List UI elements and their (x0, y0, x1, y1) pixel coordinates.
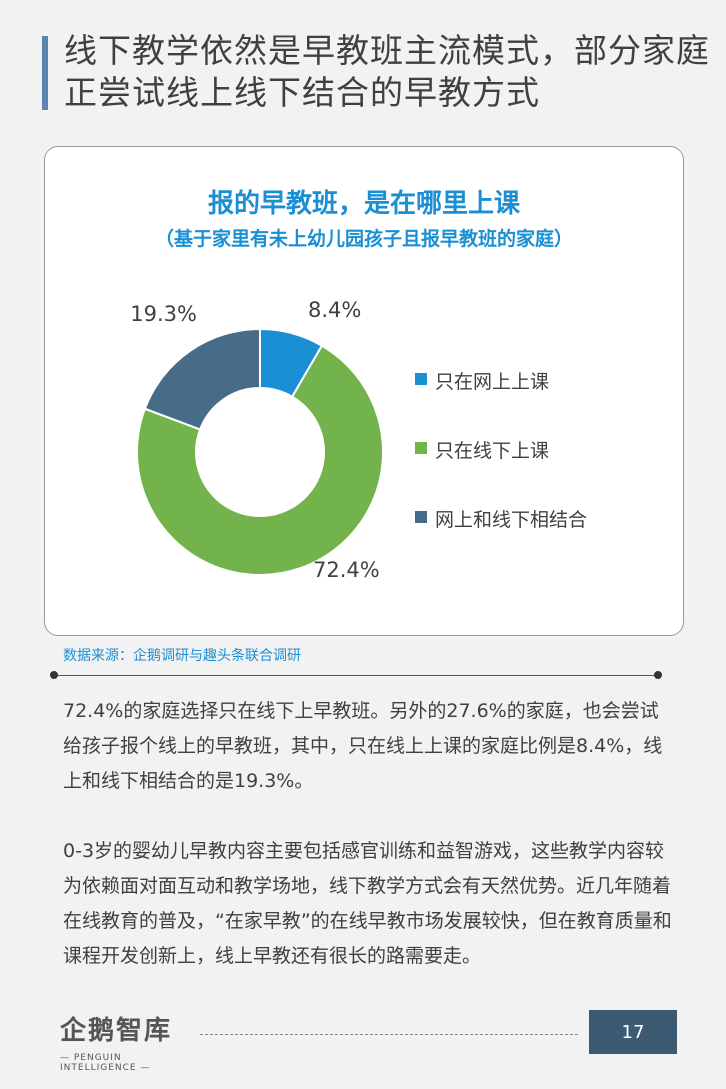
legend-label: 只在网上上课 (435, 371, 550, 393)
legend-swatch (415, 373, 427, 385)
chart-card: 报的早教班，是在哪里上课 （基于家里有未上幼儿园孩子且报早教班的家庭） 8.4%… (44, 146, 684, 636)
title-accent-bar (42, 36, 48, 110)
divider (54, 675, 658, 676)
data-source: 数据来源：企鹅调研与趣头条联合调研 (63, 648, 301, 664)
donut-slice-offline-only (136, 344, 384, 576)
data-label-online-only: 8.4% (308, 298, 361, 322)
body-text: 72.4%的家庭选择只在线下上早教班。另外的27.6%的家庭，也会尝试给孩子报个… (63, 694, 673, 1009)
chart-title: 报的早教班，是在哪里上课 (207, 189, 520, 219)
penguin-logo: 企鹅智库 — PENGUIN INTELLIGENCE — (60, 1010, 190, 1073)
chart-legend: 只在网上上课 只在线下上课网上和线下相结合 (415, 367, 587, 574)
data-label-combined: 19.3% (130, 302, 197, 326)
page-number: 17 (589, 1010, 677, 1054)
divider-dot-left (50, 671, 58, 679)
paragraph: 0-3岁的婴幼儿早教内容主要包括感官训练和益智游戏，这些教学内容较为依赖面对面互… (63, 840, 672, 967)
donut-slice-combined (143, 327, 261, 431)
footer-divider (200, 1034, 578, 1035)
legend-label: 只在线下上课 (435, 440, 550, 462)
divider-dot-right (654, 671, 662, 679)
legend-swatch (415, 511, 427, 523)
logo-subtitle: — PENGUIN INTELLIGENCE — (60, 1053, 151, 1073)
donut-chart: 8.4% 72.4% 19.3% (130, 298, 384, 582)
legend-item-offline-only: 只在线下上课 (415, 436, 587, 505)
logo-text: 企鹅智库 (60, 1016, 173, 1046)
legend-label: 网上和线下相结合 (435, 509, 588, 531)
legend-item-combined: 网上和线下相结合 (415, 505, 587, 574)
legend-item-online-only: 只在网上上课 (415, 367, 587, 436)
page-title: 线下教学依然是早教班主流模式，部分家庭正尝试线上线下结合的早教方式 (64, 31, 710, 112)
legend-swatch (415, 442, 427, 454)
chart-subtitle: （基于家里有未上幼儿园孩子且报早教班的家庭） (154, 228, 573, 250)
paragraph: 72.4%的家庭选择只在线下上早教班。另外的27.6%的家庭，也会尝试给孩子报个… (63, 700, 663, 792)
data-label-offline-only: 72.4% (313, 558, 380, 582)
